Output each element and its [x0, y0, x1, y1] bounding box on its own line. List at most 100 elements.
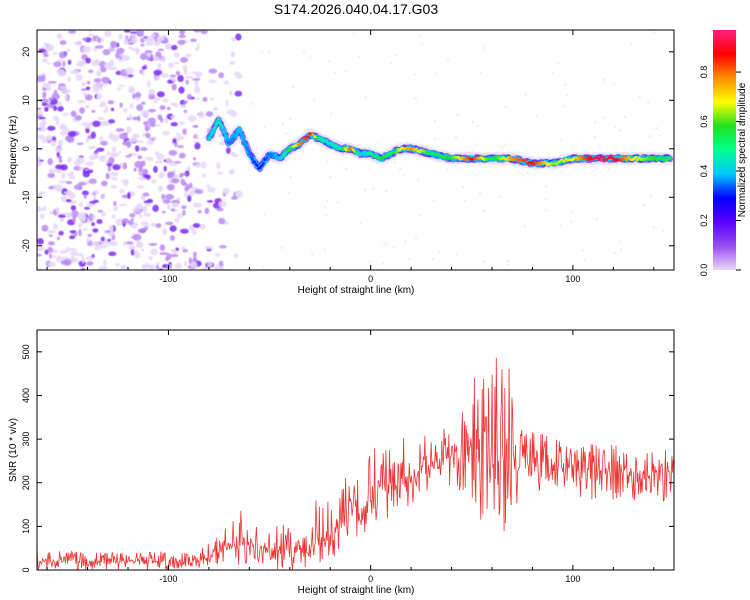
noise-dot [613, 83, 616, 86]
noise-blob [209, 97, 215, 101]
ridge-cell [248, 153, 252, 156]
noise-blob [218, 72, 225, 79]
ridge-cell [319, 136, 322, 140]
noise-blob [66, 212, 74, 216]
noise-dot [456, 253, 459, 256]
ridge-cell [668, 156, 672, 160]
noise-blob [125, 241, 134, 245]
noise-blob [119, 102, 123, 108]
noise-blob [162, 199, 171, 204]
noise-blob [175, 247, 179, 252]
noise-blob [206, 200, 214, 203]
noise-blob [61, 172, 66, 179]
noise-blob [91, 253, 95, 258]
noise-blob [192, 71, 200, 75]
ridge-cell [600, 155, 604, 159]
noise-blob [192, 251, 197, 258]
noise-blob [131, 36, 138, 44]
noise-blob [53, 184, 57, 190]
noise-blob [177, 135, 185, 140]
noise-blob [58, 230, 64, 236]
noise-blob [148, 88, 156, 96]
y-tick-label: 0 [21, 567, 31, 572]
noise-blob [126, 126, 133, 134]
noise-dot [376, 143, 379, 146]
noise-dot [650, 195, 653, 198]
ridge-cell [260, 164, 264, 167]
noise-dot [418, 214, 421, 217]
ridge-cell [531, 160, 535, 164]
y-tick-label: -20 [21, 239, 31, 252]
noise-blob [37, 155, 41, 163]
noise-blob [123, 108, 128, 113]
noise-dot [289, 117, 292, 120]
noise-blob [174, 262, 183, 270]
noise-blob [183, 261, 188, 267]
noise-blob [91, 215, 96, 220]
noise-dot [364, 96, 367, 99]
noise-blob [216, 162, 221, 170]
noise-blob [60, 212, 68, 215]
noise-blob [88, 178, 97, 184]
noise-dot [551, 71, 554, 74]
noise-blob [200, 161, 207, 169]
noise-blob [123, 30, 131, 33]
noise-blob [177, 39, 186, 46]
noise-blob [46, 125, 56, 131]
noise-blob [77, 99, 86, 104]
y-tick-label: 300 [21, 432, 31, 447]
noise-blob [97, 209, 103, 213]
noise-blob [88, 69, 94, 73]
noise-blob [92, 83, 101, 91]
ridge-cell [529, 160, 532, 164]
noise-blob [86, 203, 94, 208]
noise-dot [313, 98, 316, 101]
noise-blob [167, 171, 173, 179]
colorbar-tick-label: 0.0 [699, 264, 709, 277]
noise-blob [101, 76, 111, 84]
noise-blob [171, 202, 180, 208]
ridge-cell [415, 147, 418, 151]
ridge-cell [344, 148, 348, 152]
noise-blob [73, 41, 82, 46]
y-tick-label: 20 [21, 47, 31, 57]
noise-blob [140, 147, 148, 152]
noise-dot [638, 95, 641, 98]
ridge-cell [598, 158, 601, 162]
noise-blob [58, 214, 66, 219]
noise-blob [58, 218, 65, 222]
noise-blob [59, 249, 68, 254]
noise-blob [176, 213, 184, 219]
noise-blob [51, 92, 60, 100]
noise-blob [41, 119, 47, 126]
noise-blob [133, 167, 137, 172]
noise-dot [614, 125, 617, 128]
ridge-cell [627, 155, 631, 159]
noise-blob [70, 170, 74, 177]
noise-blob [135, 30, 145, 36]
ridge-cell [311, 133, 315, 137]
noise-blob [89, 155, 96, 161]
noise-blob [48, 97, 54, 101]
noise-blob [120, 264, 128, 270]
noise-blob [58, 139, 64, 146]
ridge-cell [229, 140, 233, 143]
snr-axes: -100 0 100 0 100 200 300 400 500 [21, 330, 674, 584]
noise-dot [463, 199, 466, 202]
noise-blob [223, 80, 229, 85]
noise-blob [192, 202, 202, 208]
colorbar-tick-label: 0.4 [699, 165, 709, 178]
noise-blob [141, 65, 147, 70]
ridge-cell [588, 158, 592, 161]
noise-blob [70, 110, 77, 117]
ridge-cell [217, 117, 220, 121]
noise-blob [193, 30, 202, 33]
noise-blob [191, 71, 195, 75]
noise-dot [285, 132, 288, 135]
noise-blob [111, 134, 119, 142]
noise-blob [170, 208, 175, 212]
noise-dot [498, 196, 501, 199]
noise-blob [201, 173, 206, 179]
noise-blob [205, 111, 214, 117]
noise-blob [175, 70, 181, 76]
